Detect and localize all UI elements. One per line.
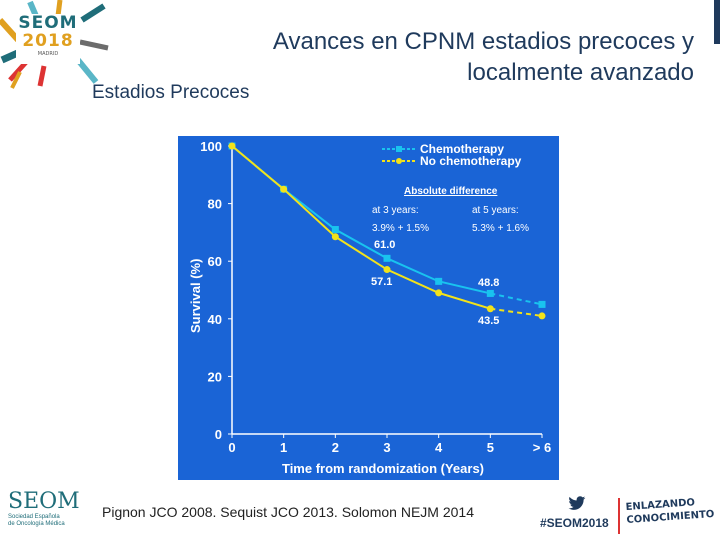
citation-text: Pignon JCO 2008. Sequist JCO 2013. Solom… [102,504,474,520]
y-tick-label: 40 [208,312,222,327]
series-1-point [486,305,494,313]
label-chemo-5y: 48.8 [478,277,499,289]
label-chemo-3y: 61.0 [374,239,395,251]
series-0-point [538,300,546,308]
y-tick-label: 100 [200,139,222,154]
chart-legend: Chemotherapy No chemotherapy [382,142,522,168]
slide-title: Avances en CPNM estadios precoces y loca… [272,28,694,86]
seom-brand-line2: de Oncología Médica [8,521,65,527]
abs-diff-at3-label: at 3 years: [372,205,419,216]
logo-line2: 2018 [22,31,74,51]
logo-line3: MADRID [37,51,59,57]
chart-annotations: Absolute difference at 3 years: at 5 yea… [371,186,529,327]
logo-strokes [0,0,109,89]
seom-footer-brand: SEOM Sociedad Española de Oncología Médi… [8,490,88,538]
series-0-point [486,289,494,297]
abs-diff-at5-label: at 5 years: [472,205,519,216]
series-0-point [435,277,443,285]
y-tick-label: 0 [215,427,222,442]
x-axis-label: Time from randomization (Years) [282,461,484,476]
legend-nochemo-marker [396,158,402,164]
series-0-point [383,254,391,262]
series-1-point [228,142,236,150]
seom-brand-line1: Sociedad Española [8,514,60,520]
label-nochemo-3y: 57.1 [371,276,392,288]
series-1-point [538,312,546,320]
y-tick-label: 60 [208,254,222,269]
x-tick-label: 4 [435,440,443,455]
chart-series-layer [228,142,546,320]
hashtag-text: #SEOM2018 [540,516,609,530]
twitter-icon [568,496,586,510]
legend-chemo-marker [396,146,402,152]
slogan: ENLAZANDO CONOCIMIENTO [625,495,715,527]
series-1-point [435,289,443,297]
series-0-point [331,226,339,234]
series-1-point [280,185,288,193]
x-tick-label: 0 [228,440,235,455]
series-1-line [231,145,491,310]
label-nochemo-5y: 43.5 [478,315,499,327]
legend-chemo-label: Chemotherapy [420,142,504,156]
x-tick-label: 1 [280,440,287,455]
seom-brand-name: SEOM [8,489,80,514]
footer-divider [618,498,620,534]
chart-axes: 0 20 40 60 80 100 0 1 2 3 4 5 > 6 [200,139,551,455]
footer-social: #SEOM2018 ENLAZANDO CONOCIMIENTO [538,494,720,540]
legend-nochemo-label: No chemotherapy [420,154,522,168]
right-accent-bar [714,0,720,44]
x-tick-label: 5 [487,440,494,455]
series-0-dashed-line [490,292,543,306]
x-tick-label: 3 [383,440,390,455]
survival-chart-svg: 0 20 40 60 80 100 0 1 2 3 4 5 > 6 Chemotherapy No ch… [188,139,551,476]
logo-wordmark: SEOM 2018 MADRID [16,14,80,64]
y-tick-label: 80 [208,197,222,212]
x-tick-label: 2 [332,440,339,455]
slide-subtitle: Estadios Precoces [92,82,250,103]
x-tick-label: > 6 [533,440,551,455]
abs-diff-title: Absolute difference [404,186,498,197]
series-1-point [331,233,339,241]
survival-chart: 0 20 40 60 80 100 0 1 2 3 4 5 > 6 Chemotherapy No ch… [178,136,559,480]
y-axis-label: Survival (%) [188,259,203,333]
y-tick-label: 20 [208,369,222,384]
seom-2018-logo: SEOM 2018 MADRID [0,0,110,90]
series-1-point [383,266,391,274]
abs-diff-at5-value: 5.3% + 1.6% [472,223,529,234]
logo-line1: SEOM [18,13,78,33]
series-0-line [231,145,491,295]
abs-diff-at3-value: 3.9% + 1.5% [372,223,429,234]
